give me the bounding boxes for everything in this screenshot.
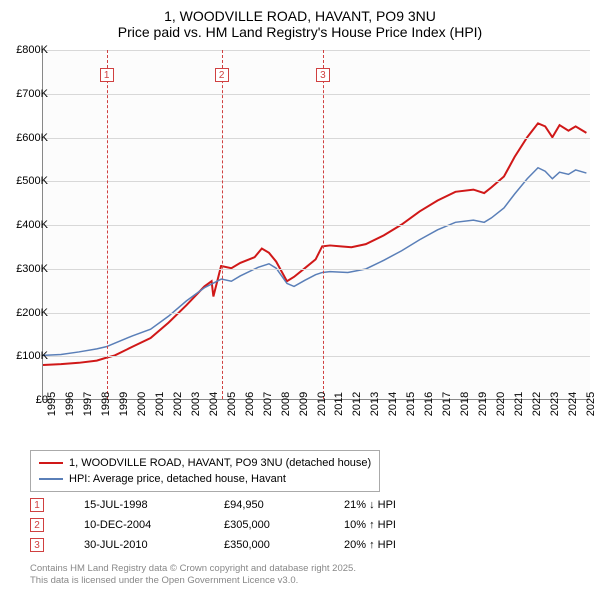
x-axis-label: 2017 xyxy=(441,392,453,416)
chart-marker-box: 3 xyxy=(316,68,330,82)
sale-delta: 10% ↑ HPI xyxy=(344,519,464,531)
x-axis-label: 2022 xyxy=(531,392,543,416)
x-axis-label: 2020 xyxy=(495,392,507,416)
x-axis-label: 2007 xyxy=(262,392,274,416)
y-axis-label: £400K xyxy=(4,219,48,231)
series-hpi xyxy=(43,168,586,356)
table-row: 3 30-JUL-2010 £350,000 20% ↑ HPI xyxy=(30,535,570,555)
x-axis-label: 2014 xyxy=(387,392,399,416)
sales-table: 1 15-JUL-1998 £94,950 21% ↓ HPI 2 10-DEC… xyxy=(30,495,570,555)
sale-marker-box: 3 xyxy=(30,538,44,552)
x-axis-label: 2019 xyxy=(477,392,489,416)
sale-delta: 20% ↑ HPI xyxy=(344,539,464,551)
x-axis-label: 2006 xyxy=(244,392,256,416)
title-subtitle: Price paid vs. HM Land Registry's House … xyxy=(0,24,600,40)
x-axis-label: 2009 xyxy=(298,392,310,416)
y-axis-label: £0 xyxy=(4,394,48,406)
y-axis-label: £200K xyxy=(4,307,48,319)
x-axis-label: 2001 xyxy=(154,392,166,416)
y-axis-label: £600K xyxy=(4,132,48,144)
footer-line: Contains HM Land Registry data © Crown c… xyxy=(30,563,356,574)
x-axis-label: 1995 xyxy=(46,392,58,416)
x-axis-label: 2002 xyxy=(172,392,184,416)
x-axis-label: 2024 xyxy=(567,392,579,416)
x-axis-label: 2021 xyxy=(513,392,525,416)
sale-marker-box: 1 xyxy=(30,498,44,512)
series-price_paid xyxy=(43,123,586,365)
footer-line: This data is licensed under the Open Gov… xyxy=(30,575,356,586)
y-axis-label: £700K xyxy=(4,88,48,100)
x-axis-label: 2008 xyxy=(280,392,292,416)
y-axis-label: £300K xyxy=(4,263,48,275)
legend-label: HPI: Average price, detached house, Hava… xyxy=(69,473,286,485)
chart-plot-area: 1 2 3 xyxy=(42,50,590,400)
sale-delta: 21% ↓ HPI xyxy=(344,499,464,511)
x-axis-label: 2011 xyxy=(333,392,345,416)
legend-item: 1, WOODVILLE ROAD, HAVANT, PO9 3NU (deta… xyxy=(39,455,371,471)
x-axis-label: 2023 xyxy=(549,392,561,416)
table-row: 2 10-DEC-2004 £305,000 10% ↑ HPI xyxy=(30,515,570,535)
title-address: 1, WOODVILLE ROAD, HAVANT, PO9 3NU xyxy=(0,8,600,24)
y-axis-label: £500K xyxy=(4,175,48,187)
sale-date: 30-JUL-2010 xyxy=(84,539,224,551)
table-row: 1 15-JUL-1998 £94,950 21% ↓ HPI xyxy=(30,495,570,515)
legend-item: HPI: Average price, detached house, Hava… xyxy=(39,471,371,487)
sale-price: £305,000 xyxy=(224,519,344,531)
legend-swatch xyxy=(39,478,63,480)
x-axis-label: 2005 xyxy=(226,392,238,416)
x-axis-label: 2018 xyxy=(459,392,471,416)
x-axis-label: 2004 xyxy=(208,392,220,416)
x-axis-label: 2000 xyxy=(136,392,148,416)
sale-date: 10-DEC-2004 xyxy=(84,519,224,531)
legend-swatch xyxy=(39,462,63,464)
x-axis-label: 2013 xyxy=(369,392,381,416)
x-axis-label: 2003 xyxy=(190,392,202,416)
legend-label: 1, WOODVILLE ROAD, HAVANT, PO9 3NU (deta… xyxy=(69,457,371,469)
x-axis-label: 1996 xyxy=(64,392,76,416)
sale-price: £94,950 xyxy=(224,499,344,511)
x-axis-label: 2010 xyxy=(316,392,328,416)
chart-container: 1, WOODVILLE ROAD, HAVANT, PO9 3NU Price… xyxy=(0,0,600,590)
title-block: 1, WOODVILLE ROAD, HAVANT, PO9 3NU Price… xyxy=(0,0,600,44)
x-axis-label: 2025 xyxy=(585,392,597,416)
x-axis-label: 1999 xyxy=(118,392,130,416)
chart-marker-box: 2 xyxy=(215,68,229,82)
x-axis-label: 2016 xyxy=(423,392,435,416)
sale-date: 15-JUL-1998 xyxy=(84,499,224,511)
y-axis-label: £100K xyxy=(4,350,48,362)
legend: 1, WOODVILLE ROAD, HAVANT, PO9 3NU (deta… xyxy=(30,450,380,492)
y-axis-label: £800K xyxy=(4,44,48,56)
x-axis-label: 1998 xyxy=(100,392,112,416)
chart-marker-box: 1 xyxy=(100,68,114,82)
sale-marker-box: 2 xyxy=(30,518,44,532)
x-axis-label: 2012 xyxy=(351,392,363,416)
sale-price: £350,000 xyxy=(224,539,344,551)
footer-attribution: Contains HM Land Registry data © Crown c… xyxy=(30,563,356,586)
x-axis-label: 1997 xyxy=(82,392,94,416)
x-axis-label: 2015 xyxy=(405,392,417,416)
